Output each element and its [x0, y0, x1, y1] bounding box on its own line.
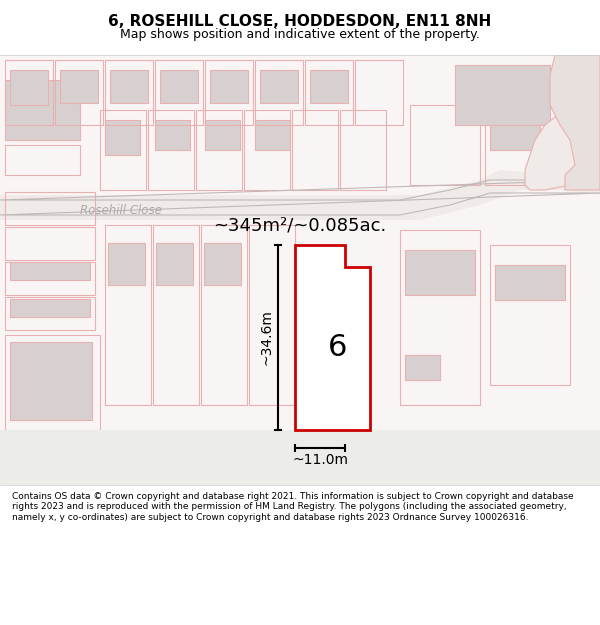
Bar [495, 265, 565, 300]
Bar [5, 227, 95, 260]
Bar [260, 70, 298, 103]
Bar [60, 70, 98, 103]
Text: ~34.6m: ~34.6m [259, 309, 273, 366]
Polygon shape [0, 170, 600, 220]
Bar [485, 105, 555, 185]
Bar [201, 225, 247, 405]
Bar [5, 297, 95, 330]
Bar [355, 60, 403, 125]
Bar [156, 243, 193, 285]
Text: Map shows position and indicative extent of the property.: Map shows position and indicative extent… [120, 28, 480, 41]
Bar [205, 120, 240, 150]
Bar [105, 120, 140, 155]
Text: ~345m²/~0.085ac.: ~345m²/~0.085ac. [214, 216, 386, 234]
Text: Contains OS data © Crown copyright and database right 2021. This information is : Contains OS data © Crown copyright and d… [12, 492, 574, 522]
Bar [5, 80, 80, 140]
Bar [196, 110, 242, 190]
Bar [490, 120, 540, 150]
Bar [148, 110, 194, 190]
Polygon shape [525, 110, 600, 190]
Bar [210, 70, 248, 103]
Bar [292, 110, 338, 190]
Bar [5, 335, 100, 430]
Polygon shape [550, 55, 600, 190]
Bar [400, 230, 480, 405]
Bar [244, 110, 290, 190]
Bar [5, 145, 80, 175]
Bar [455, 65, 550, 125]
Bar [105, 225, 151, 405]
Text: ~11.0m: ~11.0m [292, 453, 348, 467]
Text: Rosehill Close: Rosehill Close [80, 204, 162, 216]
Bar [0, 430, 600, 485]
Bar [108, 243, 145, 285]
Bar [10, 299, 90, 317]
Polygon shape [295, 245, 370, 430]
Bar [410, 105, 480, 185]
Bar [249, 225, 295, 405]
Bar [405, 355, 440, 380]
Bar [255, 60, 303, 125]
Bar [204, 243, 241, 285]
Bar [405, 250, 475, 295]
Bar [160, 70, 198, 103]
Bar [110, 70, 148, 103]
Bar [153, 225, 199, 405]
Bar [10, 262, 90, 280]
Bar [5, 60, 53, 125]
Bar [100, 110, 146, 190]
Bar [305, 60, 353, 125]
Bar [155, 60, 203, 125]
Bar [310, 70, 348, 103]
Bar [155, 120, 190, 150]
Bar [105, 60, 153, 125]
Text: 6: 6 [328, 333, 347, 362]
Bar [55, 60, 103, 125]
Bar [5, 262, 95, 295]
Bar [5, 192, 95, 225]
Bar [205, 60, 253, 125]
Bar [490, 245, 570, 385]
Bar [10, 342, 92, 420]
Bar [340, 110, 386, 190]
Bar [10, 70, 48, 105]
Text: 6, ROSEHILL CLOSE, HODDESDON, EN11 8NH: 6, ROSEHILL CLOSE, HODDESDON, EN11 8NH [109, 14, 491, 29]
Bar [255, 120, 290, 150]
